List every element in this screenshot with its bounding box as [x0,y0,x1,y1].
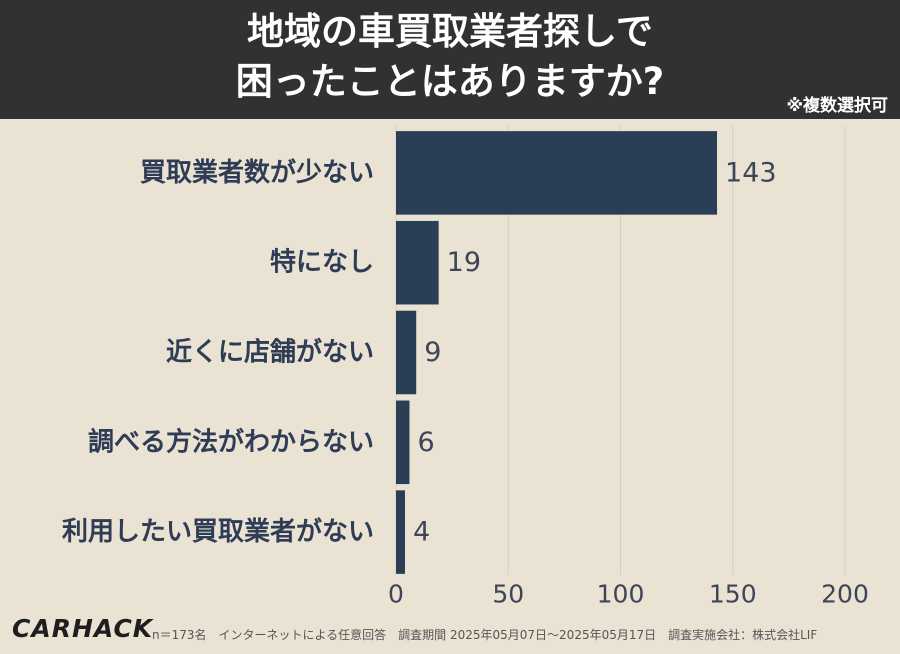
x-tick-label: 0 [388,580,404,609]
data-label: 9 [424,337,441,368]
x-tick-label: 100 [597,580,645,609]
bar-chart: 買取業者数が少ない 143 特になし 19 近くに店舗がない 9 調べる方法がわからない 6 利… [62,126,869,609]
x-tick-label: 50 [492,580,524,609]
survey-info: n＝173名 インターネットによる任意回答 調査期間 2025年05月07日～2… [152,628,818,642]
header-banner: 地域の車買取業者探しで 困ったことはありますか? ※複数選択可 [0,0,900,119]
category-label: 買取業者数が少ない [140,157,374,188]
category-label: 特になし [270,247,374,278]
bar [396,220,439,305]
carhack-logo: CARHACK [12,614,154,643]
category-label: 利用したい買取業者がない [62,516,374,547]
data-label: 143 [725,157,777,188]
data-label: 19 [447,247,481,278]
category-label: 近くに店舗がない [166,337,374,368]
x-tick-label: 200 [821,580,869,609]
x-tick-label: 150 [709,580,757,609]
bar [396,310,417,395]
bar [396,131,718,215]
bar [396,490,405,574]
chart-title-line-1: 地域の車買取業者探しで [247,10,653,53]
chart-title-line-2: 困ったことはありますか? [235,60,665,103]
footer: CARHACK n＝173名 インターネットによる任意回答 調査期間 2025年… [0,612,900,654]
bar [396,400,410,485]
category-label: 調べる方法がわからない [88,426,374,457]
multiple-choice-note: ※複数選択可 [786,96,888,116]
data-label: 4 [413,517,430,548]
data-label: 6 [417,427,434,458]
